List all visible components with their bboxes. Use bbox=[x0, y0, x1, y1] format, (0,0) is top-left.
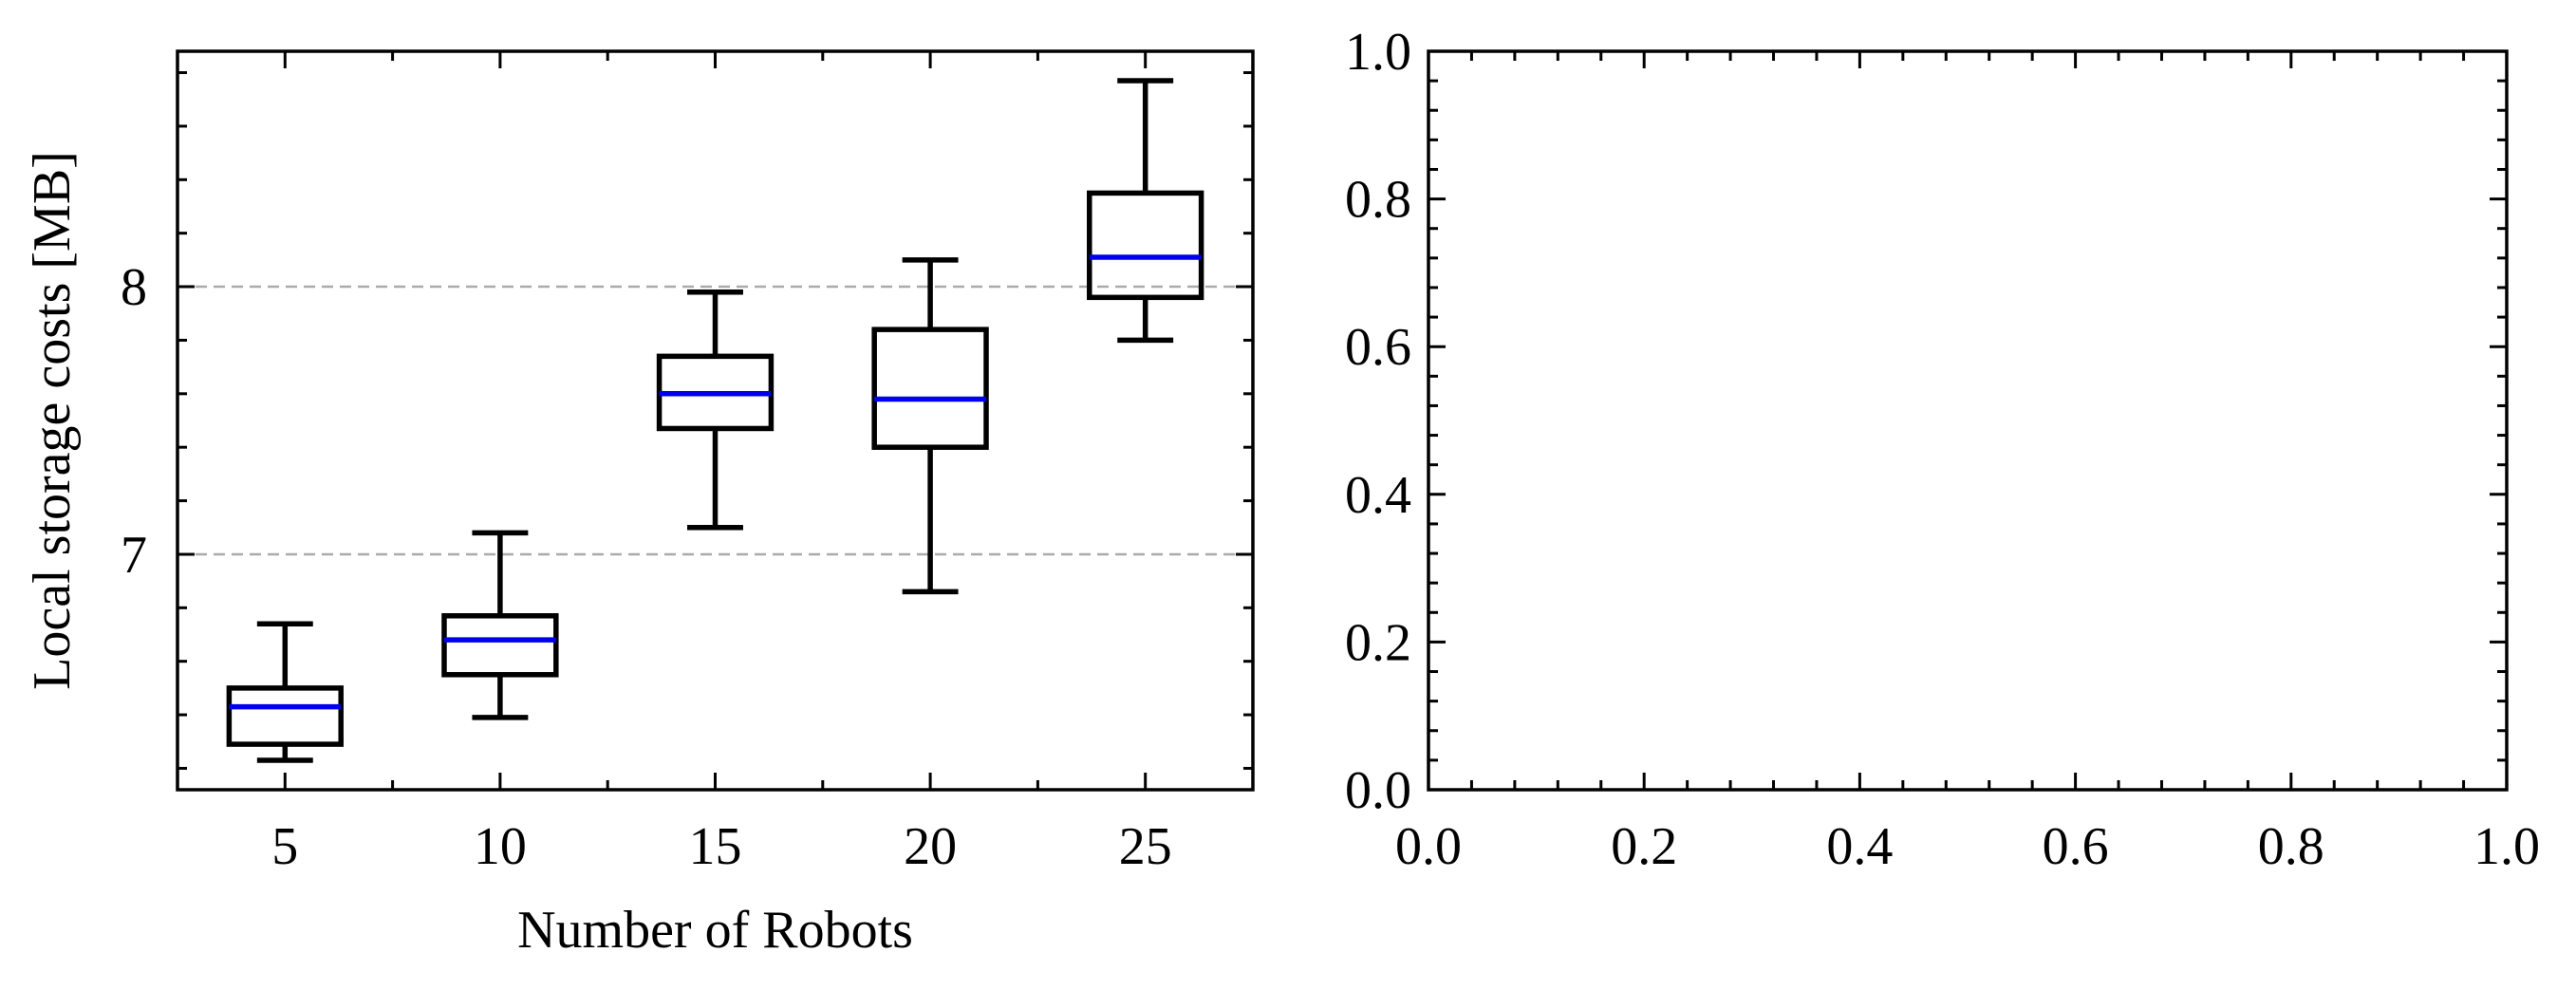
y-tick-label: 0.2 bbox=[1345, 613, 1411, 672]
storage-cost-boxplot: 5 10 15 20 25 7 8 Number of Robots Local stora… bbox=[23, 49, 1255, 960]
x-tick-label: 0.0 bbox=[1395, 817, 1462, 876]
x-tick-label: 15 bbox=[689, 817, 742, 876]
empty-axes-panel: 0.0 0.2 0.4 0.6 0.8 1.0 0.0 0.2 0.4 0.6 0.8 1.0 bbox=[1345, 23, 2540, 876]
x-tick-label: 25 bbox=[1119, 817, 1172, 876]
box-10 bbox=[441, 530, 559, 720]
y-tick-label: 7 bbox=[121, 526, 147, 585]
iqr-box bbox=[1087, 190, 1204, 301]
x-tick-label: 0.4 bbox=[1826, 817, 1893, 876]
iqr-box bbox=[226, 685, 344, 747]
box-5 bbox=[226, 621, 344, 763]
y-tick-label: 0.0 bbox=[1345, 761, 1411, 820]
x-tick-label: 1.0 bbox=[2473, 817, 2540, 876]
x-tick-label: 0.8 bbox=[2258, 817, 2324, 876]
y-axis-label: Local storage costs [MB] bbox=[23, 151, 82, 690]
x-tick-label: 0.2 bbox=[1611, 817, 1677, 876]
x-tick-label: 5 bbox=[271, 817, 298, 876]
box-20 bbox=[871, 257, 989, 595]
y-tick-label: 0.6 bbox=[1345, 318, 1411, 377]
left-plot-frame bbox=[176, 49, 1255, 792]
y-tick-label: 0.8 bbox=[1345, 171, 1411, 230]
box-25 bbox=[1087, 78, 1204, 344]
x-axis-label: Number of Robots bbox=[517, 901, 913, 960]
right-plot-frame bbox=[1427, 49, 2509, 792]
box-15 bbox=[656, 289, 775, 531]
y-tick-label: 1.0 bbox=[1345, 23, 1411, 82]
x-tick-label: 10 bbox=[474, 817, 527, 876]
iqr-box bbox=[441, 613, 559, 678]
y-tick-label: 0.4 bbox=[1345, 466, 1411, 525]
x-tick-label: 0.6 bbox=[2043, 817, 2109, 876]
y-tick-label: 8 bbox=[121, 258, 147, 317]
iqr-box bbox=[871, 327, 989, 450]
x-tick-label: 20 bbox=[904, 817, 957, 876]
